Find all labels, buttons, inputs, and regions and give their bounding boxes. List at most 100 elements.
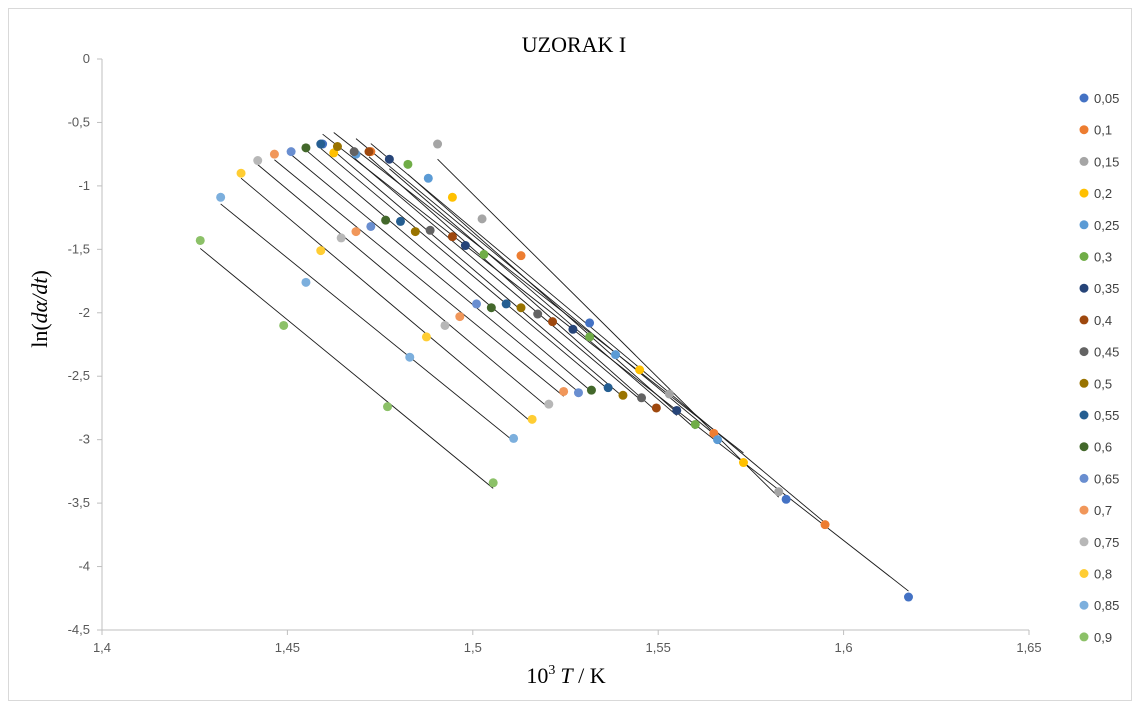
legend-label: 0,9 xyxy=(1094,630,1112,645)
data-point xyxy=(433,139,443,149)
legend-marker xyxy=(1079,632,1089,642)
legend-marker xyxy=(1079,600,1089,610)
y-tick-label: -2,5 xyxy=(68,368,90,383)
legend-label: 0,65 xyxy=(1094,471,1119,486)
data-point xyxy=(820,520,830,530)
legend-marker xyxy=(1079,283,1089,293)
trend-line xyxy=(437,158,780,498)
data-point xyxy=(366,221,376,231)
data-points xyxy=(195,139,913,602)
trend-line xyxy=(199,248,494,489)
data-point xyxy=(585,318,595,328)
x-tick-label: 1,6 xyxy=(835,640,853,655)
y-axis-title-pre: ln( xyxy=(27,323,52,347)
data-point xyxy=(479,249,489,259)
data-point xyxy=(672,405,682,415)
data-point xyxy=(618,390,628,400)
legend-marker xyxy=(1079,156,1089,166)
trend-line xyxy=(353,157,642,401)
data-point xyxy=(460,241,470,251)
legend-marker xyxy=(1079,93,1089,103)
data-point xyxy=(316,246,326,256)
trend-lines xyxy=(199,132,909,592)
data-point xyxy=(486,303,496,313)
y-tick-label: -4,5 xyxy=(68,622,90,637)
data-point xyxy=(269,149,279,159)
legend-marker xyxy=(1079,505,1089,515)
data-point xyxy=(216,192,226,202)
legend-label: 0,8 xyxy=(1094,567,1112,582)
y-tick-label: -3,5 xyxy=(68,495,90,510)
data-point xyxy=(548,317,558,327)
x-axis-title-exponent: 3 xyxy=(548,663,555,678)
data-point xyxy=(332,142,342,152)
x-axis-title-prefix: 10 xyxy=(526,663,548,688)
trend-line xyxy=(240,177,533,424)
y-tick-label: 0 xyxy=(83,51,90,66)
legend-label: 0,6 xyxy=(1094,440,1112,455)
legend-marker xyxy=(1079,473,1089,483)
data-point xyxy=(447,192,457,202)
x-axis-title-variable: T xyxy=(560,663,574,688)
data-point xyxy=(349,147,359,157)
data-point xyxy=(253,156,263,166)
legend-marker xyxy=(1079,378,1089,388)
trend-line xyxy=(274,159,564,397)
legend-marker xyxy=(1079,315,1089,325)
data-point xyxy=(316,139,326,149)
legend-label: 0,7 xyxy=(1094,503,1112,518)
x-tick-label: 1,4 xyxy=(93,640,111,655)
data-point xyxy=(568,324,578,334)
y-tick-label: -0,5 xyxy=(68,114,90,129)
data-point xyxy=(516,251,526,261)
chart-title: UZORAK I xyxy=(522,32,627,57)
data-point xyxy=(501,299,511,309)
y-axis-title-post: ) xyxy=(27,270,52,277)
y-tick-label: -1 xyxy=(78,178,90,193)
y-tick-label: -2 xyxy=(78,305,90,320)
data-point xyxy=(477,214,487,224)
y-tick-label: -3 xyxy=(78,432,90,447)
x-tick-label: 1,45 xyxy=(275,640,300,655)
data-point xyxy=(405,352,415,362)
x-tick-label: 1,65 xyxy=(1016,640,1041,655)
data-point xyxy=(286,147,296,157)
data-point xyxy=(488,478,498,488)
data-point xyxy=(472,299,482,309)
data-point xyxy=(395,216,405,226)
data-point xyxy=(425,225,435,235)
data-point xyxy=(903,592,913,602)
legend-marker xyxy=(1079,347,1089,357)
data-point xyxy=(559,386,569,396)
data-point xyxy=(713,435,723,445)
data-point xyxy=(781,494,791,504)
data-point xyxy=(637,393,647,403)
x-tick-label: 1,5 xyxy=(464,640,482,655)
trend-line xyxy=(389,168,678,416)
data-point xyxy=(423,173,433,183)
legend-marker xyxy=(1079,220,1089,230)
data-point xyxy=(690,419,700,429)
y-tick-label: -1,5 xyxy=(68,241,90,256)
data-point xyxy=(573,388,583,398)
chart-frame: UZORAK I 0 -0,5 -1 -1,5 -2 -2,5 -3 -3,5 -4 -4,5 1,… xyxy=(8,8,1132,701)
trend-line xyxy=(305,149,592,392)
data-point xyxy=(635,365,645,375)
legend-label: 0,4 xyxy=(1094,313,1112,328)
trend-line xyxy=(407,173,696,430)
legend-marker xyxy=(1079,569,1089,578)
legend-marker xyxy=(1079,442,1089,452)
legend-marker xyxy=(1079,410,1089,420)
data-point xyxy=(447,232,457,242)
y-tick-label: -4 xyxy=(78,559,90,574)
legend-label: 0,2 xyxy=(1094,186,1112,201)
legend: 0,05 0,1 0,15 0,2 0,25 0,3 0,35 0,4 0,45 0,5 0,55 0… xyxy=(1079,91,1119,645)
data-point xyxy=(533,309,543,319)
data-point xyxy=(301,277,311,287)
legend-label: 0,3 xyxy=(1094,250,1112,265)
trend-line xyxy=(368,156,657,412)
data-point xyxy=(383,402,393,412)
legend-label: 0,25 xyxy=(1094,218,1119,233)
data-point xyxy=(774,487,784,497)
trend-line xyxy=(337,153,624,398)
